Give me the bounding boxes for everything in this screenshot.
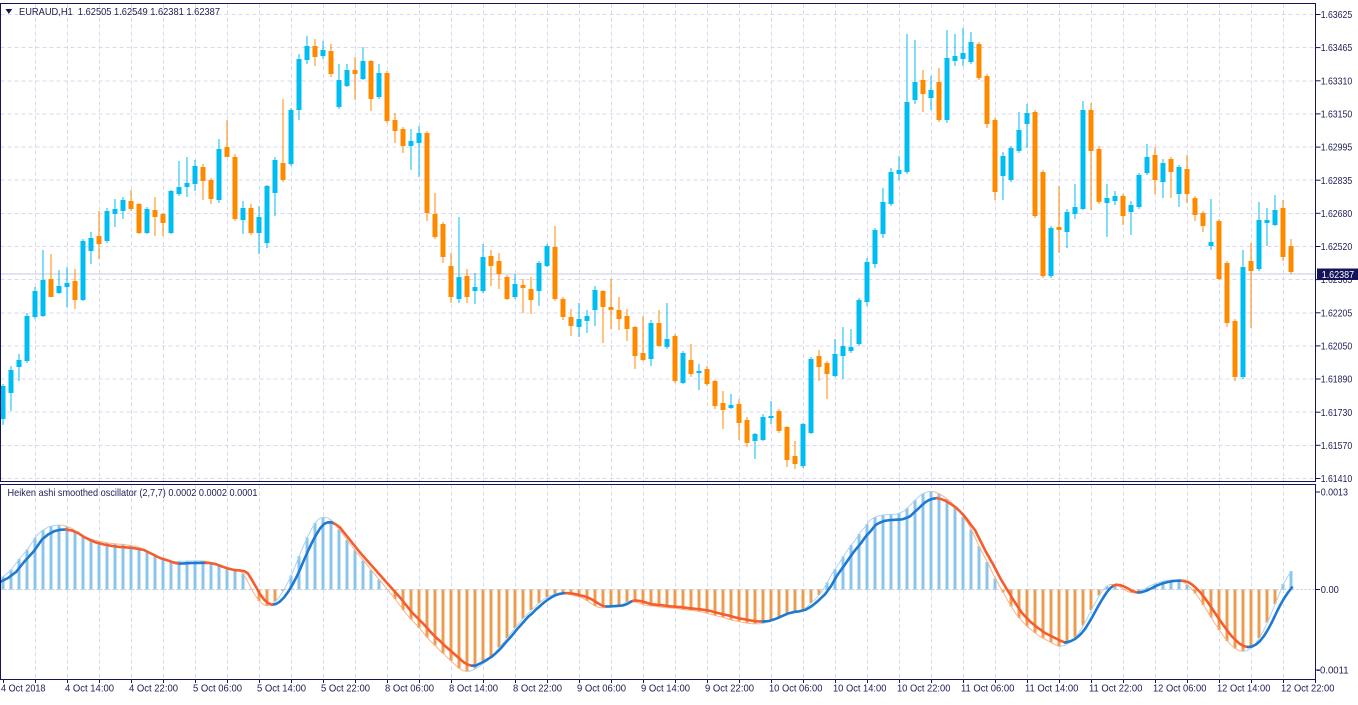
svg-text:1.61730: 1.61730 [1321,407,1353,419]
svg-text:1.62050: 1.62050 [1321,341,1353,353]
svg-text:8 Oct 22:00: 8 Oct 22:00 [513,683,562,695]
svg-text:10 Oct 22:00: 10 Oct 22:00 [897,683,951,695]
svg-text:9 Oct 22:00: 9 Oct 22:00 [705,683,754,695]
svg-text:0.00: 0.00 [1321,584,1339,596]
svg-text:4 Oct 2018: 4 Oct 2018 [1,683,46,695]
svg-text:8 Oct 06:00: 8 Oct 06:00 [385,683,434,695]
svg-text:10 Oct 14:00: 10 Oct 14:00 [833,683,887,695]
svg-text:5 Oct 14:00: 5 Oct 14:00 [257,683,306,695]
svg-text:8 Oct 14:00: 8 Oct 14:00 [449,683,498,695]
svg-text:5 Oct 06:00: 5 Oct 06:00 [193,683,242,695]
svg-text:11 Oct 14:00: 11 Oct 14:00 [1025,683,1079,695]
svg-text:9 Oct 14:00: 9 Oct 14:00 [641,683,690,695]
svg-text:1.63625: 1.63625 [1321,9,1353,21]
svg-text:5 Oct 22:00: 5 Oct 22:00 [321,683,370,695]
svg-text:1.62995: 1.62995 [1321,142,1353,154]
svg-text:1.62520: 1.62520 [1321,241,1353,253]
svg-text:1.62205: 1.62205 [1321,307,1353,319]
svg-text:EURAUD,H1 1.62505 1.62549 1.6: EURAUD,H1 1.62505 1.62549 1.62381 1.6238… [19,6,220,18]
svg-text:1.63150: 1.63150 [1321,109,1353,121]
svg-text:0.0013: 0.0013 [1321,487,1348,499]
svg-text:1.62835: 1.62835 [1321,175,1353,187]
svg-text:1.62387: 1.62387 [1322,269,1355,281]
svg-text:-0.0011: -0.0011 [1317,665,1349,677]
svg-text:1.61570: 1.61570 [1321,440,1353,452]
svg-text:1.63310: 1.63310 [1321,75,1353,87]
svg-text:11 Oct 22:00: 11 Oct 22:00 [1089,683,1143,695]
svg-text:Heiken ashi smoothed oscillato: Heiken ashi smoothed oscillator (2,7,7) … [8,487,258,499]
svg-text:1.62680: 1.62680 [1321,208,1353,220]
svg-text:4 Oct 14:00: 4 Oct 14:00 [65,683,114,695]
svg-text:1.61890: 1.61890 [1321,374,1353,386]
svg-text:12 Oct 06:00: 12 Oct 06:00 [1153,683,1207,695]
svg-text:9 Oct 06:00: 9 Oct 06:00 [577,683,626,695]
svg-text:11 Oct 06:00: 11 Oct 06:00 [961,683,1015,695]
svg-text:1.63465: 1.63465 [1321,42,1353,54]
svg-text:12 Oct 22:00: 12 Oct 22:00 [1281,683,1335,695]
svg-text:10 Oct 06:00: 10 Oct 06:00 [769,683,823,695]
svg-text:12 Oct 14:00: 12 Oct 14:00 [1217,683,1271,695]
svg-text:4 Oct 22:00: 4 Oct 22:00 [129,683,178,695]
svg-text:1.61410: 1.61410 [1321,473,1353,485]
